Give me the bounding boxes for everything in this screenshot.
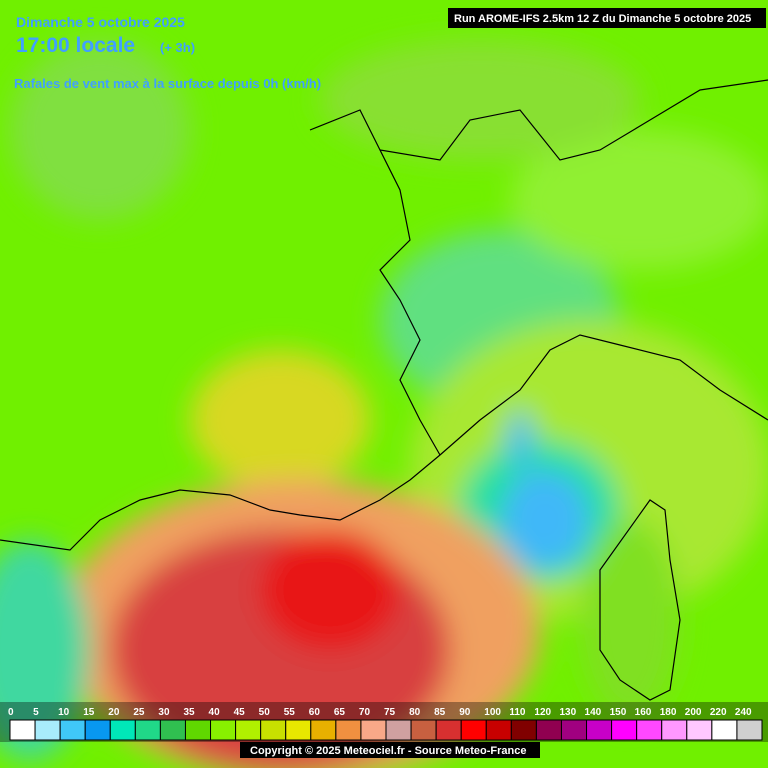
legend-label: 200 xyxy=(685,707,702,718)
legend-swatch xyxy=(184,719,212,741)
legend-label: 10 xyxy=(58,707,70,718)
legend-label: 140 xyxy=(585,707,602,718)
legend-swatch xyxy=(59,719,86,741)
wind-field xyxy=(0,40,768,773)
legend-label: 0 xyxy=(8,707,14,718)
legend-swatch xyxy=(134,719,161,741)
legend-swatch xyxy=(235,719,262,741)
legend-swatch xyxy=(34,719,61,741)
legend-label: 180 xyxy=(660,707,677,718)
legend-label: 45 xyxy=(234,707,246,718)
legend-label: 50 xyxy=(259,707,271,718)
legend-swatch xyxy=(686,719,713,741)
legend-swatch xyxy=(9,719,36,741)
legend-swatch xyxy=(385,719,412,741)
legend-label: 80 xyxy=(409,707,421,718)
legend-label: 60 xyxy=(309,707,321,718)
legend-label: 55 xyxy=(284,707,296,718)
legend-label: 70 xyxy=(359,707,371,718)
legend-swatch xyxy=(586,719,613,741)
run-info: Run AROME-IFS 2.5km 12 Z du Dimanche 5 o… xyxy=(454,13,751,25)
legend-swatch xyxy=(335,719,362,741)
legend-label: 65 xyxy=(334,707,346,718)
legend-swatch xyxy=(711,719,738,741)
legend-label: 130 xyxy=(559,707,576,718)
legend-swatch xyxy=(159,719,186,741)
legend-swatch xyxy=(310,719,337,741)
legend-label: 15 xyxy=(83,707,95,718)
time: 17:00 locale xyxy=(16,34,135,57)
borders xyxy=(0,79,768,701)
legend-label: 25 xyxy=(133,707,145,718)
legend-swatch xyxy=(109,719,136,741)
legend-swatch xyxy=(535,719,562,741)
legend-label: 40 xyxy=(209,707,221,718)
legend-label: 100 xyxy=(484,707,501,718)
legend-swatch xyxy=(210,719,237,741)
legend-swatch xyxy=(435,719,462,741)
legend-label: 75 xyxy=(384,707,396,718)
legend-swatch xyxy=(360,719,387,741)
legend-swatch xyxy=(661,719,688,741)
copyright: Copyright © 2025 Meteociel.fr - Source M… xyxy=(250,745,526,757)
legend-label: 240 xyxy=(735,707,752,718)
legend-swatch xyxy=(460,719,487,741)
legend: 0 5 10 15 20 25 30 35 40 45 50 55 60 65 70 75 80 85 90 100 1… xyxy=(0,702,768,742)
legend-swatch xyxy=(260,719,287,741)
legend-label: 160 xyxy=(635,707,652,718)
date: Dimanche 5 octobre 2025 xyxy=(16,14,185,30)
legend-label: 150 xyxy=(610,707,627,718)
legend-swatch xyxy=(510,719,537,741)
legend-swatch xyxy=(285,719,312,741)
legend-swatch xyxy=(410,719,437,741)
legend-label: 220 xyxy=(710,707,727,718)
title-block: Dimanche 5 octobre 2025 17:00 locale (+ … xyxy=(14,14,321,91)
legend-label: 85 xyxy=(434,707,446,718)
legend-label: 35 xyxy=(183,707,195,718)
legend-swatch xyxy=(611,719,638,741)
legend-label: 90 xyxy=(459,707,471,718)
legend-label: 110 xyxy=(509,707,526,718)
legend-label: 5 xyxy=(33,707,39,718)
offset: (+ 3h) xyxy=(160,40,195,55)
legend-swatch xyxy=(84,719,111,741)
legend-label: 30 xyxy=(158,707,170,718)
legend-label: 20 xyxy=(108,707,120,718)
legend-label: 120 xyxy=(534,707,551,718)
copyright-box xyxy=(240,742,540,758)
legend-swatch xyxy=(485,719,512,741)
legend-swatch xyxy=(636,719,663,741)
legend-swatch xyxy=(560,719,588,741)
legend-swatch xyxy=(736,719,763,741)
run-box xyxy=(448,8,766,28)
subtitle: Rafales de vent max à la surface depuis … xyxy=(14,76,321,91)
